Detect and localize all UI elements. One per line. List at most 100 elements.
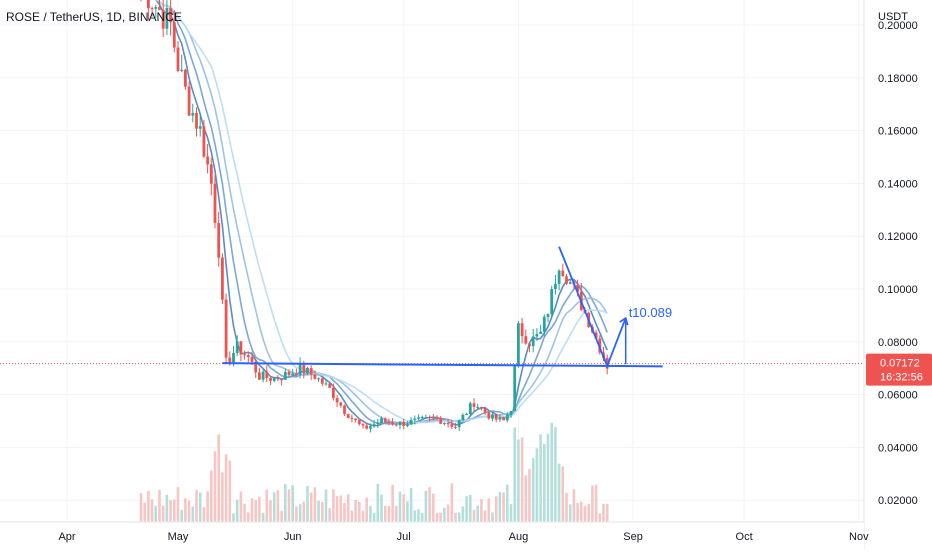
volume-bar: [309, 492, 313, 522]
candle-body: [357, 420, 361, 425]
candle-body: [568, 282, 572, 284]
candle-body: [439, 417, 443, 424]
candle-body: [387, 421, 391, 423]
candle: [546, 313, 550, 323]
time-tick-label: Jul: [397, 531, 411, 543]
price-tick-label: 0.16000: [878, 126, 918, 138]
candle: [361, 423, 365, 429]
candle-body: [535, 333, 539, 337]
candle-body: [454, 426, 457, 428]
volume-bar: [387, 506, 391, 522]
volume-bar: [372, 513, 376, 522]
candle-body: [446, 422, 450, 425]
candle: [483, 407, 487, 415]
candle: [561, 263, 565, 277]
candle-body: [317, 378, 320, 380]
volume-bar: [317, 500, 320, 522]
volume-bar: [154, 505, 158, 522]
candle-body: [443, 422, 446, 424]
candle-body: [298, 363, 302, 375]
volume-bar: [324, 489, 328, 522]
candle-body: [324, 383, 328, 385]
currency-label: USDT: [878, 11, 908, 23]
candle: [468, 401, 472, 416]
volume-bar: [420, 512, 424, 522]
volume-bar: [524, 475, 528, 522]
volume-bar: [487, 498, 491, 522]
volume-bar: [376, 483, 380, 522]
candle: [165, 0, 169, 35]
volume-bar: [261, 512, 265, 522]
time-tick-label: Aug: [509, 531, 529, 543]
candle-body: [528, 343, 531, 347]
volume-bar: [265, 489, 269, 522]
volume-bar: [254, 499, 257, 522]
candle-body: [417, 417, 420, 419]
candle-body: [424, 417, 428, 419]
candle-body: [191, 113, 195, 116]
candle: [313, 370, 317, 380]
candle-body: [158, 7, 161, 10]
candle-body: [520, 323, 524, 337]
candle-body: [576, 284, 579, 292]
volume-bar: [587, 503, 590, 522]
time-tick-label: Apr: [58, 531, 75, 543]
volume-bar: [476, 505, 479, 522]
volume-bar: [169, 500, 172, 522]
candle: [198, 112, 202, 137]
candle-body: [202, 126, 206, 157]
candle: [520, 317, 524, 344]
candle-body: [221, 257, 224, 300]
volume-bar: [435, 513, 439, 522]
price-tick-label: 0.08000: [878, 337, 918, 349]
candle: [539, 324, 542, 335]
volume-bar: [210, 470, 213, 522]
candle: [454, 423, 457, 430]
candle: [446, 418, 450, 428]
candle: [154, 4, 158, 18]
candle-body: [343, 405, 346, 414]
candle-body: [235, 341, 239, 354]
volume-bar: [213, 451, 217, 522]
candle: [494, 413, 498, 423]
pattern-drawing: [558, 246, 627, 369]
candle-body: [306, 367, 309, 374]
volume-bar: [380, 494, 383, 522]
candle-body: [491, 414, 494, 419]
volume-bar: [517, 439, 520, 522]
candle: [254, 358, 258, 378]
volume-bar: [361, 510, 365, 522]
candle-body: [328, 383, 332, 388]
candle: [221, 253, 224, 305]
volume-bar: [284, 484, 287, 522]
candle: [265, 365, 269, 383]
volume-bar: [184, 498, 187, 522]
candle: [550, 285, 554, 317]
candle: [291, 369, 295, 377]
volume-bar: [202, 507, 206, 522]
candle: [246, 352, 250, 363]
volume-bar: [439, 512, 442, 522]
time-tick-label: Nov: [849, 531, 869, 543]
candle-body: [369, 426, 372, 429]
volume-bar: [250, 498, 254, 522]
candle: [383, 417, 387, 423]
candle: [283, 368, 287, 381]
time-tick-label: Jun: [284, 531, 302, 543]
volume-bar: [321, 501, 324, 522]
volume-bar: [457, 512, 461, 522]
volume-bar: [235, 499, 239, 522]
candle: [187, 81, 191, 117]
candle-body: [198, 126, 202, 129]
candle: [394, 422, 398, 427]
volume-bar: [339, 495, 343, 522]
candle-body: [176, 47, 180, 71]
volume-bar: [424, 490, 428, 522]
candle-body: [291, 373, 295, 376]
candle: [258, 367, 261, 380]
candle-body: [287, 371, 291, 376]
volume-bar: [302, 501, 306, 522]
candle-body: [154, 7, 158, 9]
